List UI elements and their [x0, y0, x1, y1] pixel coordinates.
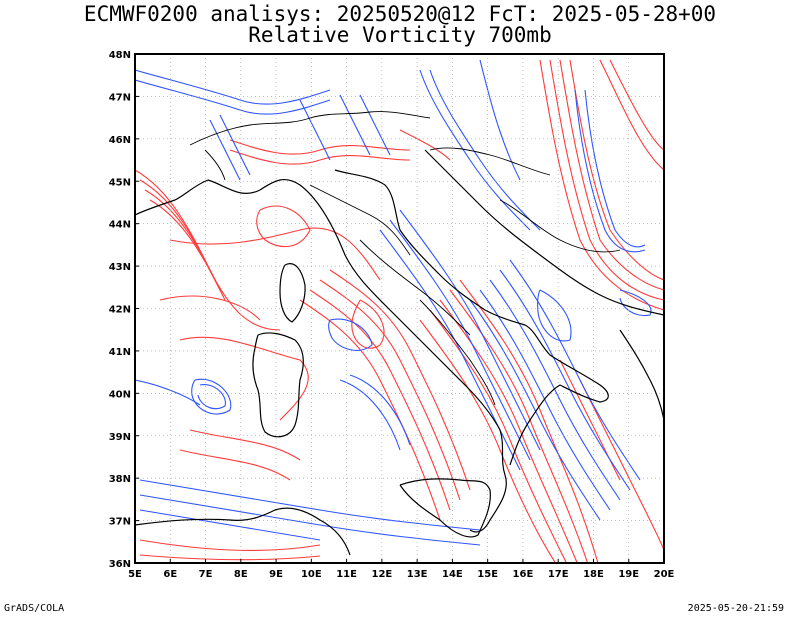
lon-tick-label: 10E	[301, 569, 322, 580]
lon-tick-label: 13E	[407, 569, 428, 580]
footer-credit: GrADS/COLA	[4, 603, 65, 614]
lat-tick-label: 39N	[109, 432, 131, 443]
lat-tick-label: 44N	[109, 220, 131, 231]
lat-tick-label: 38N	[109, 474, 131, 485]
lon-tick-label: 11E	[336, 569, 357, 580]
lon-tick-label: 15E	[477, 569, 498, 580]
lat-tick-label: 45N	[109, 177, 131, 188]
lon-tick-label: 6E	[163, 569, 177, 580]
lon-tick-label: 18E	[583, 569, 604, 580]
lon-tick-label: 17E	[548, 569, 569, 580]
lat-lon-grid	[134, 53, 665, 564]
lat-tick-label: 37N	[109, 517, 131, 528]
chart-subtitle: Relative Vorticity 700mb	[248, 23, 552, 47]
borders	[189, 111, 621, 406]
lat-tick-label: 42N	[109, 305, 131, 316]
lon-tick-label: 8E	[234, 569, 248, 580]
lon-tick-label: 19E	[618, 569, 639, 580]
lat-tick-label: 43N	[109, 262, 131, 273]
lon-tick-label: 20E	[654, 569, 675, 580]
lon-tick-label: 14E	[442, 569, 463, 580]
lat-tick-label: 48N	[109, 50, 131, 61]
coastlines	[134, 149, 665, 556]
lat-tick-label: 47N	[109, 92, 131, 103]
lon-tick-label: 7E	[199, 569, 213, 580]
lon-tick-label: 16E	[513, 569, 534, 580]
positive-vorticity-contours	[135, 59, 664, 563]
lon-tick-label: 9E	[269, 569, 283, 580]
chart-title: ECMWF0200 analisys: 20250520@12 FcT: 202…	[83, 2, 717, 26]
lon-tick-label: 5E	[128, 569, 142, 580]
map-frame	[134, 53, 665, 564]
lat-tick-label: 46N	[109, 135, 131, 146]
negative-vorticity-contours	[135, 59, 652, 546]
lat-tick-label: 41N	[109, 347, 131, 358]
lon-tick-label: 12E	[371, 569, 392, 580]
contour-field	[135, 59, 664, 563]
lat-tick-label: 40N	[109, 389, 131, 400]
latitude-tick-labels: 48N 47N 46N 45N 44N 43N 42N 41N 40N 39N 38N 37N 36N	[109, 50, 131, 570]
longitude-tick-labels: 5E 6E 7E 8E 9E 10E 11E 12E 13E 14E 15E 16E 17E 18E 19E…	[128, 569, 674, 580]
lat-tick-label: 36N	[109, 559, 131, 570]
footer-timestamp: 2025-05-20-21:59	[687, 603, 784, 614]
